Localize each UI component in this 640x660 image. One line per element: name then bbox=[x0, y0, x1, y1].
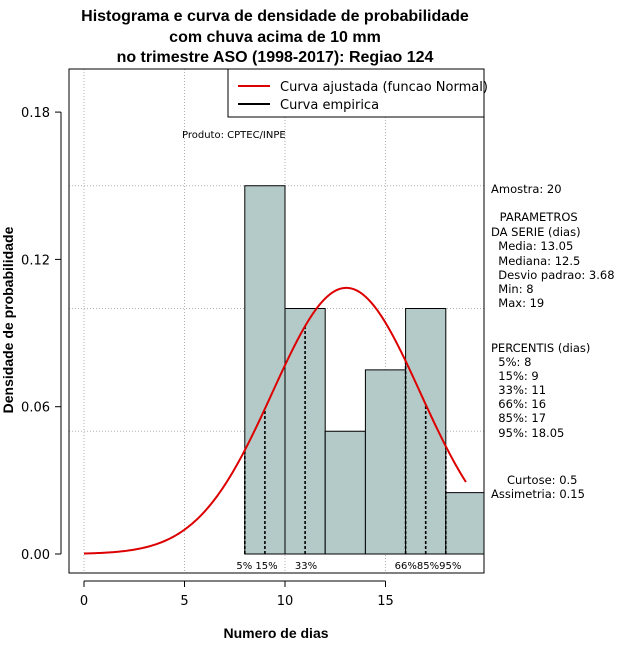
side-stat-line: Amostra: 20 bbox=[491, 182, 562, 196]
y-tick-label: 0.12 bbox=[21, 253, 50, 268]
produto-label: Produto: CPTEC/INPE bbox=[182, 130, 286, 141]
side-stat-line: PERCENTIS (dias) bbox=[491, 341, 590, 355]
normal-curve-layer bbox=[83, 286, 467, 555]
percentile-markers: 5% 15% 33% 66%85%95% bbox=[236, 326, 461, 572]
y-axis-label: Densidade de probabilidade bbox=[0, 226, 16, 413]
x-tick-label: 5 bbox=[180, 594, 188, 609]
side-stat-line: Media: 13.05 bbox=[491, 239, 573, 253]
percentile-label: 5% 15% bbox=[236, 561, 277, 572]
side-stat-line: Mediana: 12.5 bbox=[491, 254, 580, 268]
chart-title-line: com chuva acima de 10 mm bbox=[169, 29, 381, 46]
legend: Curva ajustada (funcao Normal) Curva empi… bbox=[227, 68, 488, 118]
chart-title-line: Histograma e curva de densidade de proba… bbox=[81, 8, 469, 25]
x-tick-label: 10 bbox=[277, 594, 294, 609]
x-tick-label: 15 bbox=[377, 594, 394, 609]
side-stat-line: 15%: 9 bbox=[491, 369, 539, 383]
side-stat-line: 5%: 8 bbox=[491, 355, 531, 369]
side-stat-line: DA SERIE (dias) bbox=[491, 225, 581, 239]
side-stat-line: 95%: 18.05 bbox=[491, 426, 564, 440]
histogram-bars bbox=[244, 185, 485, 555]
side-stat-line: PARAMETROS bbox=[496, 210, 578, 224]
side-stat-line: 85%: 17 bbox=[491, 411, 546, 425]
side-stat-line: Desvio padrao: 3.68 bbox=[491, 268, 615, 282]
legend-label: Curva empirica bbox=[280, 98, 379, 113]
x-axis-label: Numero de dias bbox=[223, 625, 328, 641]
x-tick-label: 0 bbox=[80, 594, 88, 609]
histogram-bar bbox=[445, 492, 485, 555]
y-tick-label: 0.00 bbox=[21, 548, 50, 563]
annotations: Produto: CPTEC/INPE bbox=[182, 130, 286, 141]
legend-box bbox=[227, 68, 485, 118]
side-stat-line: Min: 8 bbox=[491, 282, 534, 296]
histogram-bar bbox=[324, 430, 366, 555]
percentile-label: 33% bbox=[295, 561, 317, 572]
side-stat-line: Max: 19 bbox=[491, 296, 544, 310]
side-stat-line: 66%: 16 bbox=[491, 397, 546, 411]
percentile-label: 66%85%95% bbox=[395, 561, 462, 572]
histogram-bar bbox=[364, 369, 407, 555]
side-stat-line: Assimetria: 0.15 bbox=[491, 487, 585, 501]
normal-curve bbox=[83, 286, 467, 555]
chart-title-line: no trimestre ASO (1998-2017): Regiao 124 bbox=[117, 49, 434, 66]
y-tick-label: 0.06 bbox=[21, 401, 50, 416]
side-stat-line: Curtose: 0.5 bbox=[507, 473, 577, 487]
chart-title: Histograma e curva de densidade de proba… bbox=[81, 8, 469, 66]
axes: 0 5 10 15 0.00 0.06 0.12 0.18 Numero de dias Dens… bbox=[0, 106, 394, 641]
legend-label: Curva ajustada (funcao Normal) bbox=[280, 80, 488, 95]
side-stat-line: 33%: 11 bbox=[491, 383, 546, 397]
y-tick-label: 0.18 bbox=[21, 106, 50, 121]
